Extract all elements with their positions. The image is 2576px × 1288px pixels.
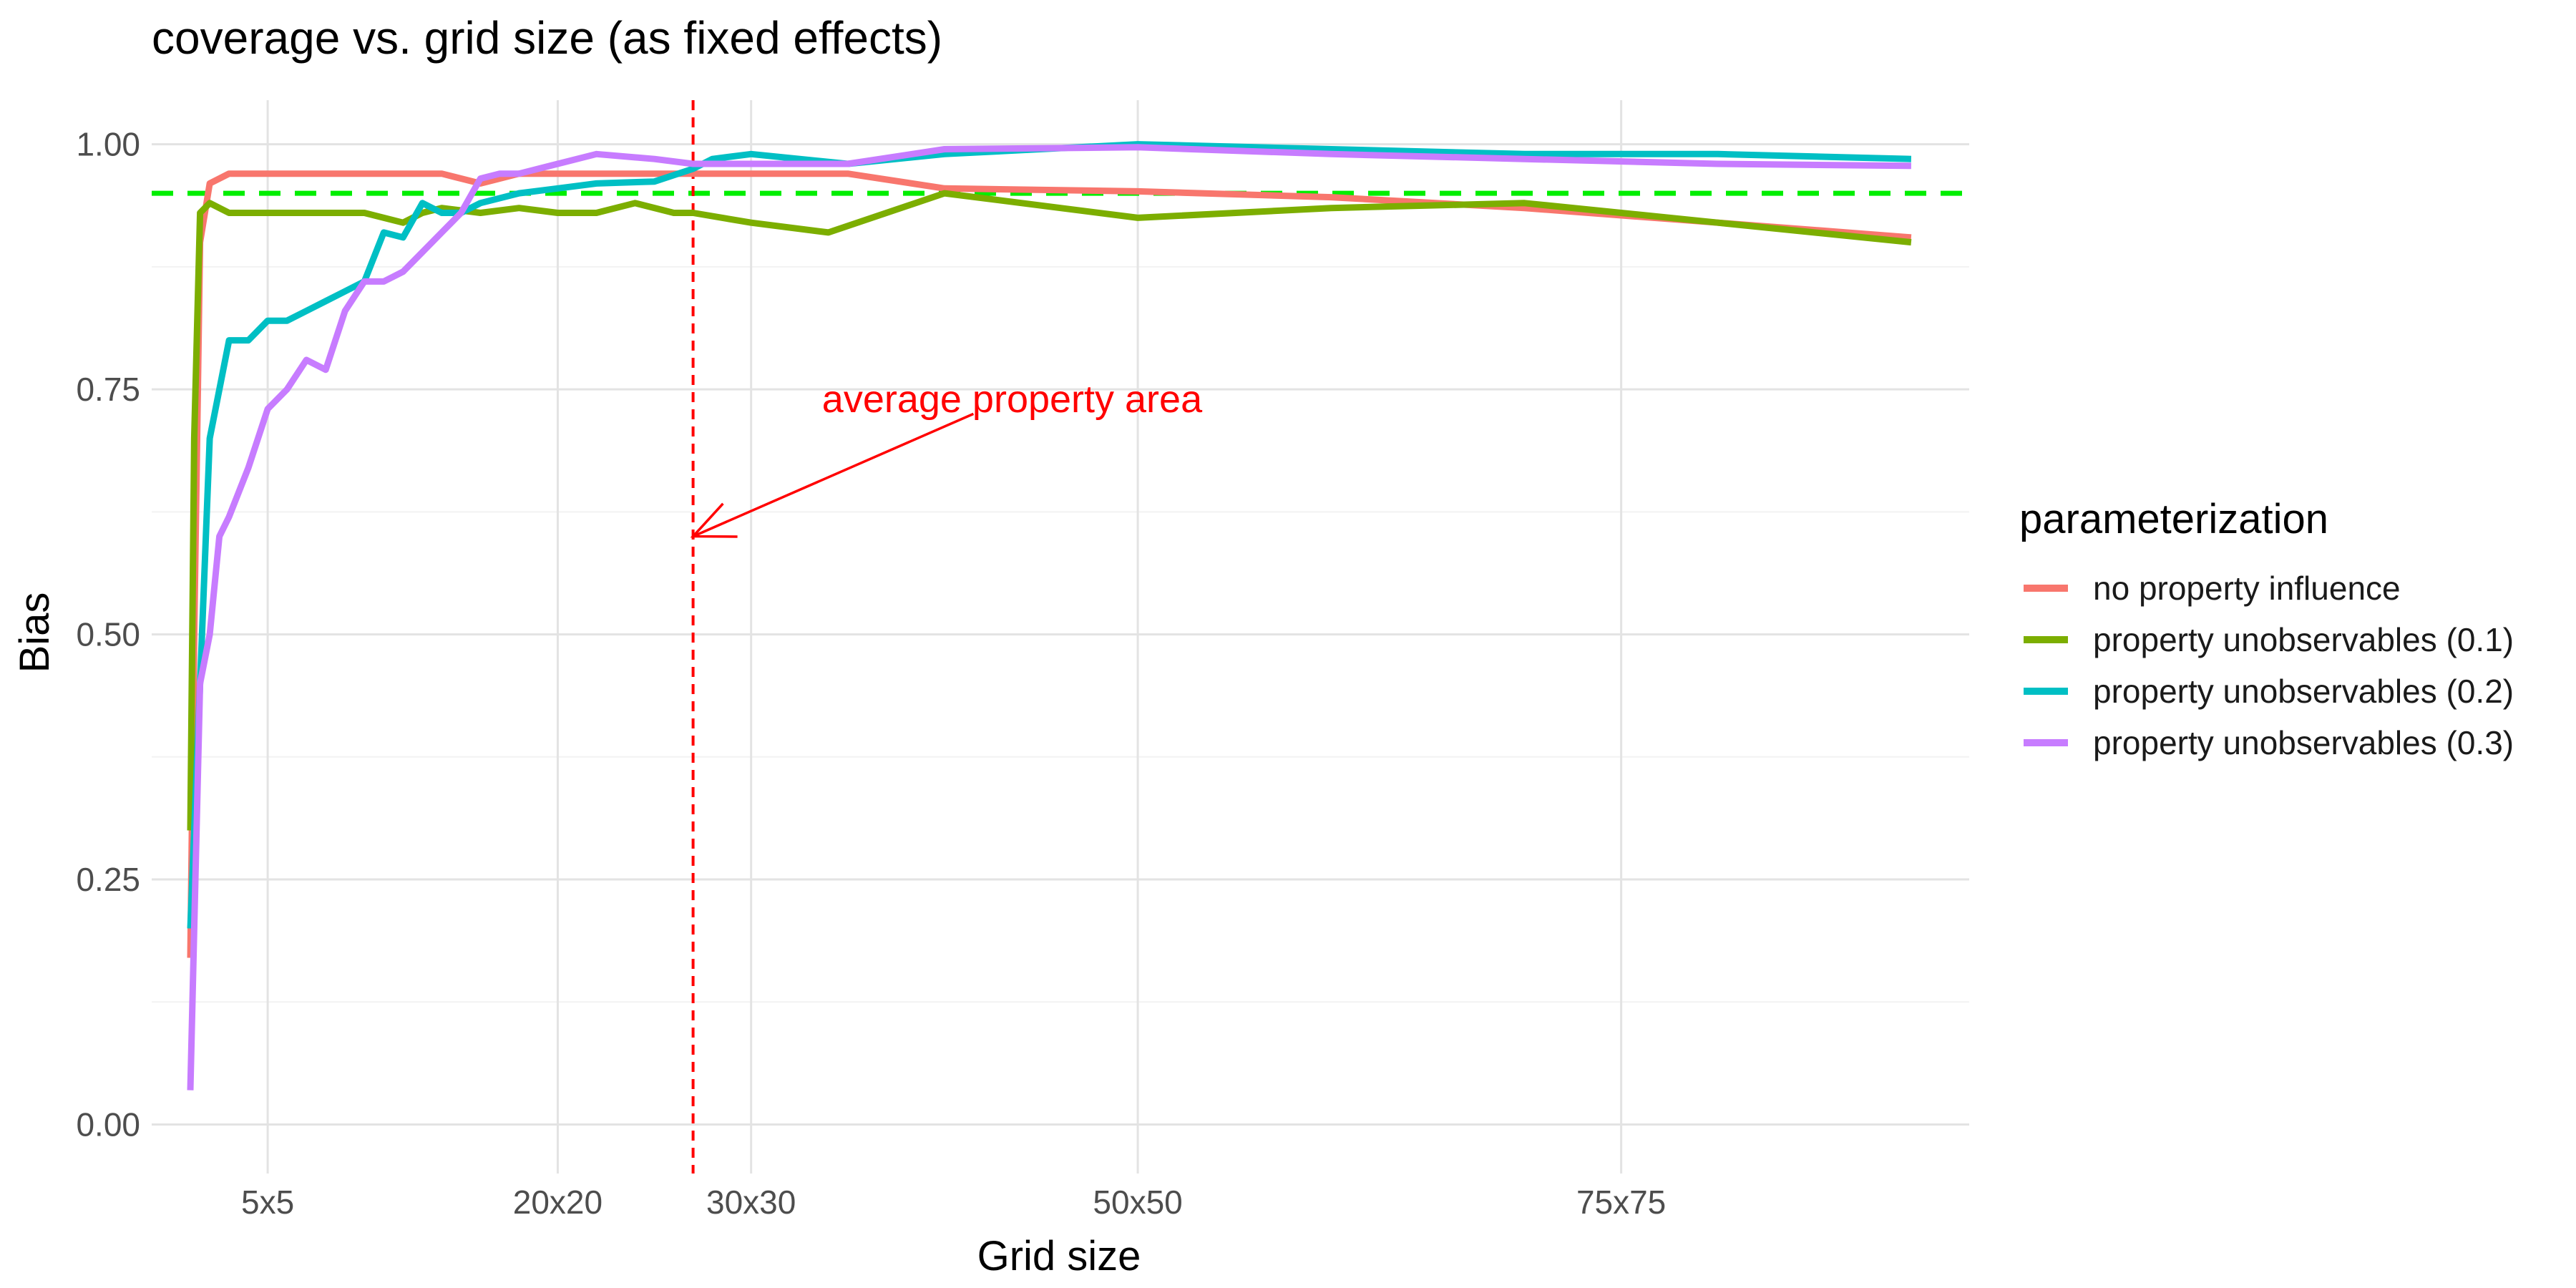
y-tick-label: 0.75 bbox=[76, 371, 140, 408]
annotation: average property area bbox=[690, 378, 1203, 538]
series-lines bbox=[187, 141, 1912, 1091]
legend-label: property unobservables (0.3) bbox=[2093, 724, 2514, 761]
legend-label: property unobservables (0.1) bbox=[2093, 621, 2514, 658]
chart-title: coverage vs. grid size (as fixed effects… bbox=[152, 12, 942, 64]
axes: 0.00 0.25 0.50 0.75 1.00 5x5 20x20 30x30 50x50 75… bbox=[76, 126, 1666, 1221]
y-axis-title: Bias bbox=[11, 592, 58, 673]
y-tick-label: 1.00 bbox=[76, 126, 140, 163]
legend-label: no property influence bbox=[2093, 570, 2401, 607]
reference-lines bbox=[152, 100, 1969, 1174]
series-line bbox=[187, 170, 1912, 958]
legend-label: property unobservables (0.2) bbox=[2093, 673, 2514, 710]
x-axis-title: Grid size bbox=[977, 1233, 1141, 1279]
y-tick-label: 0.00 bbox=[76, 1106, 140, 1143]
y-tick-label: 0.50 bbox=[76, 616, 140, 653]
x-tick-label: 50x50 bbox=[1093, 1184, 1182, 1221]
annotation-arrow-shaft bbox=[692, 412, 975, 538]
x-tick-label: 75x75 bbox=[1576, 1184, 1666, 1221]
gridlines bbox=[152, 100, 1969, 1174]
x-tick-label: 20x20 bbox=[513, 1184, 602, 1221]
series-line bbox=[187, 144, 1911, 1091]
legend-title: parameterization bbox=[2019, 496, 2328, 542]
annotation-text: average property area bbox=[822, 378, 1203, 421]
series-line bbox=[187, 141, 1912, 929]
y-tick-label: 0.25 bbox=[76, 861, 140, 898]
legend: parameterization no property influence pro… bbox=[2019, 496, 2514, 761]
x-tick-label: 30x30 bbox=[706, 1184, 796, 1221]
annotation-arrow-head bbox=[690, 502, 738, 538]
series-line bbox=[187, 190, 1912, 831]
x-tick-label: 5x5 bbox=[241, 1184, 294, 1221]
